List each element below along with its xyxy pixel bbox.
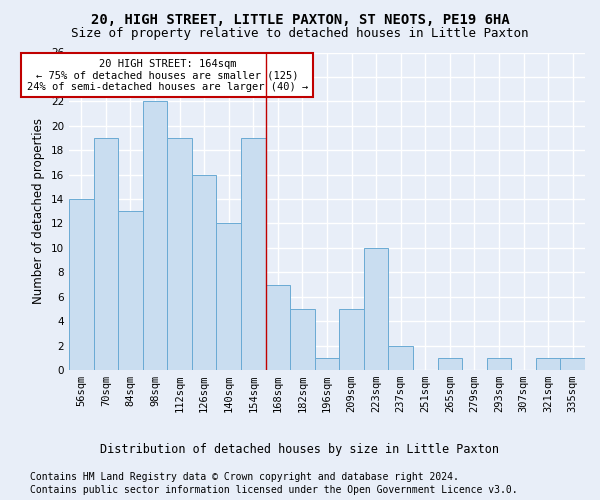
Bar bbox=[315, 358, 339, 370]
Text: Contains public sector information licensed under the Open Government Licence v3: Contains public sector information licen… bbox=[30, 485, 518, 495]
Text: 20 HIGH STREET: 164sqm
← 75% of detached houses are smaller (125)
24% of semi-de: 20 HIGH STREET: 164sqm ← 75% of detached… bbox=[26, 58, 308, 92]
Text: Contains HM Land Registry data © Crown copyright and database right 2024.: Contains HM Land Registry data © Crown c… bbox=[30, 472, 459, 482]
Bar bbox=[339, 309, 364, 370]
Bar bbox=[167, 138, 192, 370]
Bar bbox=[266, 284, 290, 370]
Bar bbox=[290, 309, 315, 370]
Bar bbox=[241, 138, 266, 370]
Bar bbox=[143, 102, 167, 370]
Bar bbox=[94, 138, 118, 370]
Text: Distribution of detached houses by size in Little Paxton: Distribution of detached houses by size … bbox=[101, 442, 499, 456]
Bar bbox=[364, 248, 388, 370]
Bar bbox=[217, 224, 241, 370]
Bar bbox=[487, 358, 511, 370]
Bar bbox=[560, 358, 585, 370]
Bar bbox=[388, 346, 413, 370]
Text: 20, HIGH STREET, LITTLE PAXTON, ST NEOTS, PE19 6HA: 20, HIGH STREET, LITTLE PAXTON, ST NEOTS… bbox=[91, 12, 509, 26]
Y-axis label: Number of detached properties: Number of detached properties bbox=[32, 118, 46, 304]
Bar bbox=[118, 211, 143, 370]
Bar bbox=[536, 358, 560, 370]
Text: Size of property relative to detached houses in Little Paxton: Size of property relative to detached ho… bbox=[71, 28, 529, 40]
Bar bbox=[437, 358, 462, 370]
Bar bbox=[192, 174, 217, 370]
Bar bbox=[69, 199, 94, 370]
